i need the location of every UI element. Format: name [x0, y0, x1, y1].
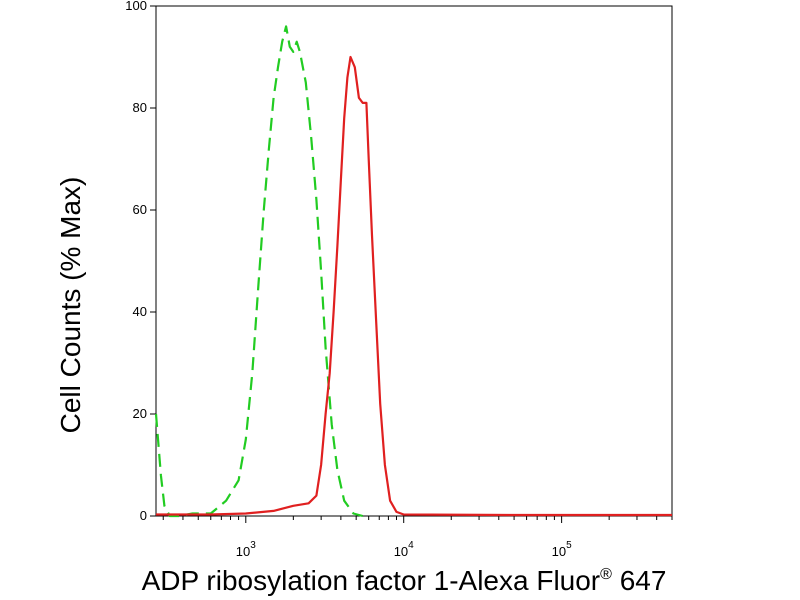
y-tick-label: 100 — [125, 0, 147, 13]
histogram-series-line-1 — [154, 25, 363, 518]
y-tick-label: 20 — [133, 406, 147, 421]
y-tick-label: 80 — [133, 100, 147, 115]
y-tick-label: 60 — [133, 202, 147, 217]
x-tick-label: 105 — [552, 540, 572, 559]
y-tick-label: 0 — [140, 508, 147, 523]
x-axis-title-registered-mark: ® — [600, 566, 612, 583]
y-tick-label: 40 — [133, 304, 147, 319]
x-axis-title: ADP ribosylation factor 1-Alexa Fluor® 6… — [142, 565, 667, 596]
x-axis-title-main: ADP ribosylation factor 1-Alexa Fluor — [142, 565, 601, 596]
plot-frame — [155, 5, 673, 517]
histogram-series-line-2 — [156, 55, 672, 517]
y-axis-title: Cell Counts (% Max) — [55, 177, 86, 434]
x-tick-label: 104 — [394, 540, 414, 559]
x-axis-title-tail: 647 — [612, 565, 667, 596]
x-tick-label: 103 — [236, 540, 256, 559]
